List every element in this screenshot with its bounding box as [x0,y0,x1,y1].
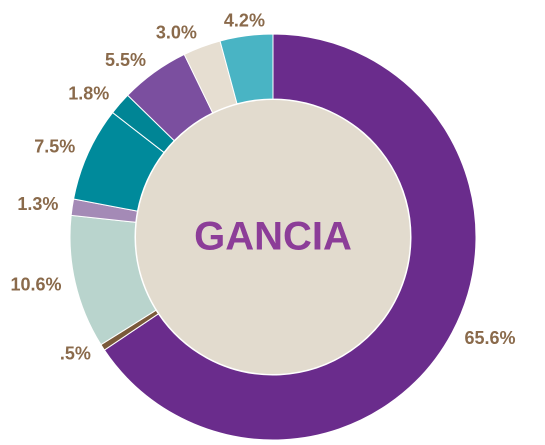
data-label: 5.5% [105,50,146,70]
center-label: GANCIA [194,215,352,259]
data-label: 3.0% [156,23,197,43]
data-label: 65.6% [464,328,515,348]
data-label: 1.3% [17,194,58,214]
donut-segment [219,33,274,105]
data-label: 10.6% [10,274,61,294]
data-label: 7.5% [34,136,75,156]
donut-segment [103,33,477,441]
data-label: 4.2% [224,11,265,31]
data-label: 1.8% [68,83,109,103]
data-label: .5% [60,344,91,364]
donut-center [136,100,410,374]
